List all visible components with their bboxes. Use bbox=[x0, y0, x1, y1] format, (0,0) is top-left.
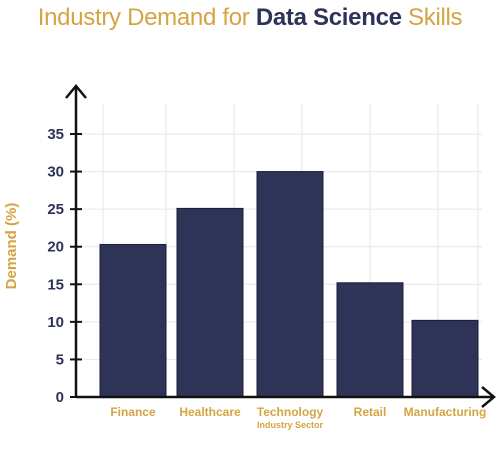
x-tick-label: Healthcare bbox=[179, 405, 241, 419]
x-axis-label: Industry Sector bbox=[257, 420, 324, 430]
y-tick-label: 25 bbox=[47, 201, 64, 218]
bar bbox=[177, 208, 243, 397]
y-tick-label: 5 bbox=[56, 351, 64, 368]
x-tick-label: Manufacturing bbox=[404, 405, 487, 419]
y-tick-label: 35 bbox=[47, 126, 64, 143]
bar bbox=[100, 244, 166, 397]
y-axis-label: Demand (%) bbox=[3, 203, 20, 290]
x-tick-label: Finance bbox=[110, 405, 156, 419]
bar bbox=[337, 283, 403, 397]
y-tick-label: 30 bbox=[47, 164, 64, 181]
x-tick-labels: Finance Healthcare Technology Retail Manufac… bbox=[110, 405, 486, 419]
bar bbox=[412, 320, 478, 397]
x-tick-label: Retail bbox=[354, 405, 387, 419]
bar bbox=[257, 172, 323, 397]
y-tick-label: 0 bbox=[56, 389, 64, 406]
x-tick-label: Technology bbox=[257, 405, 324, 419]
y-tick-label: 15 bbox=[47, 276, 64, 293]
y-tick-label: 20 bbox=[47, 239, 64, 256]
y-tick-label: 10 bbox=[47, 314, 64, 331]
